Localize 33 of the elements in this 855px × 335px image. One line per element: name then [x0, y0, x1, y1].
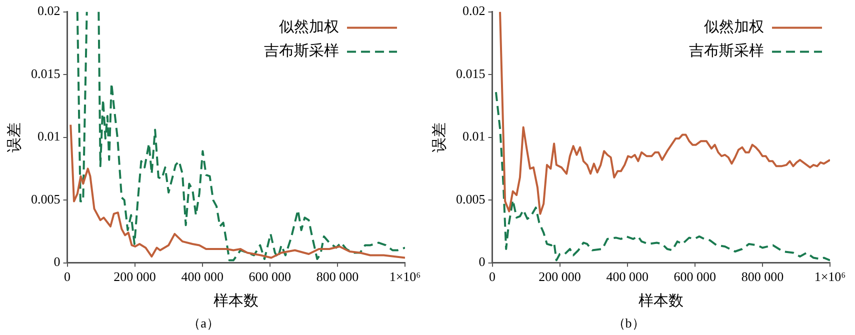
legend-label: 吉布斯采样: [689, 42, 764, 60]
y-tick-label: 0.01: [462, 128, 486, 144]
x-tick-label: 1×10⁶: [814, 269, 846, 284]
x-tick-label: 800 000: [741, 269, 784, 284]
y-tick-label: 0.005: [456, 191, 486, 206]
y-tick-label: 0.015: [456, 66, 486, 81]
y-tick-label: 0: [54, 254, 60, 270]
y-tick-label: 0.02: [38, 3, 60, 18]
x-axis-title: 样本数: [638, 292, 684, 310]
y-tick-label: 0.02: [462, 3, 486, 18]
x-tick-label: 1×10⁶: [389, 269, 421, 284]
y-tick-label: 0.015: [31, 66, 60, 81]
y-tick-label: 0.01: [38, 128, 60, 144]
text: （a）: [188, 316, 220, 331]
legend-label: 似然加权: [704, 18, 764, 36]
y-axis-title: 误差: [430, 122, 448, 152]
legend-label: 吉布斯采样: [264, 42, 339, 60]
x-tick-label: 0: [64, 269, 70, 284]
x-axis-title: 样本数: [214, 292, 259, 310]
x-tick-label: 800 000: [316, 269, 359, 284]
y-tick-label: 0: [478, 254, 486, 270]
legend-label: 似然加权: [279, 18, 339, 36]
x-tick-label: 200 000: [538, 269, 581, 284]
line-series: [494, 91, 830, 262]
y-tick-label: 0.005: [31, 191, 60, 206]
x-tick-label: 0: [489, 269, 496, 284]
y-axis-title: 误差: [6, 122, 23, 152]
x-tick-label: 400 000: [606, 269, 648, 284]
x-tick-label: 200 000: [114, 269, 156, 284]
x-tick-label: 400 000: [181, 269, 224, 284]
x-tick-label: 600 000: [674, 269, 716, 284]
text: （b）: [612, 316, 645, 331]
x-tick-label: 600 000: [248, 269, 292, 284]
